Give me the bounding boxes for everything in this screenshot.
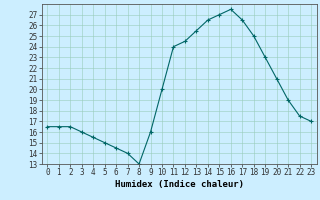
- X-axis label: Humidex (Indice chaleur): Humidex (Indice chaleur): [115, 180, 244, 189]
